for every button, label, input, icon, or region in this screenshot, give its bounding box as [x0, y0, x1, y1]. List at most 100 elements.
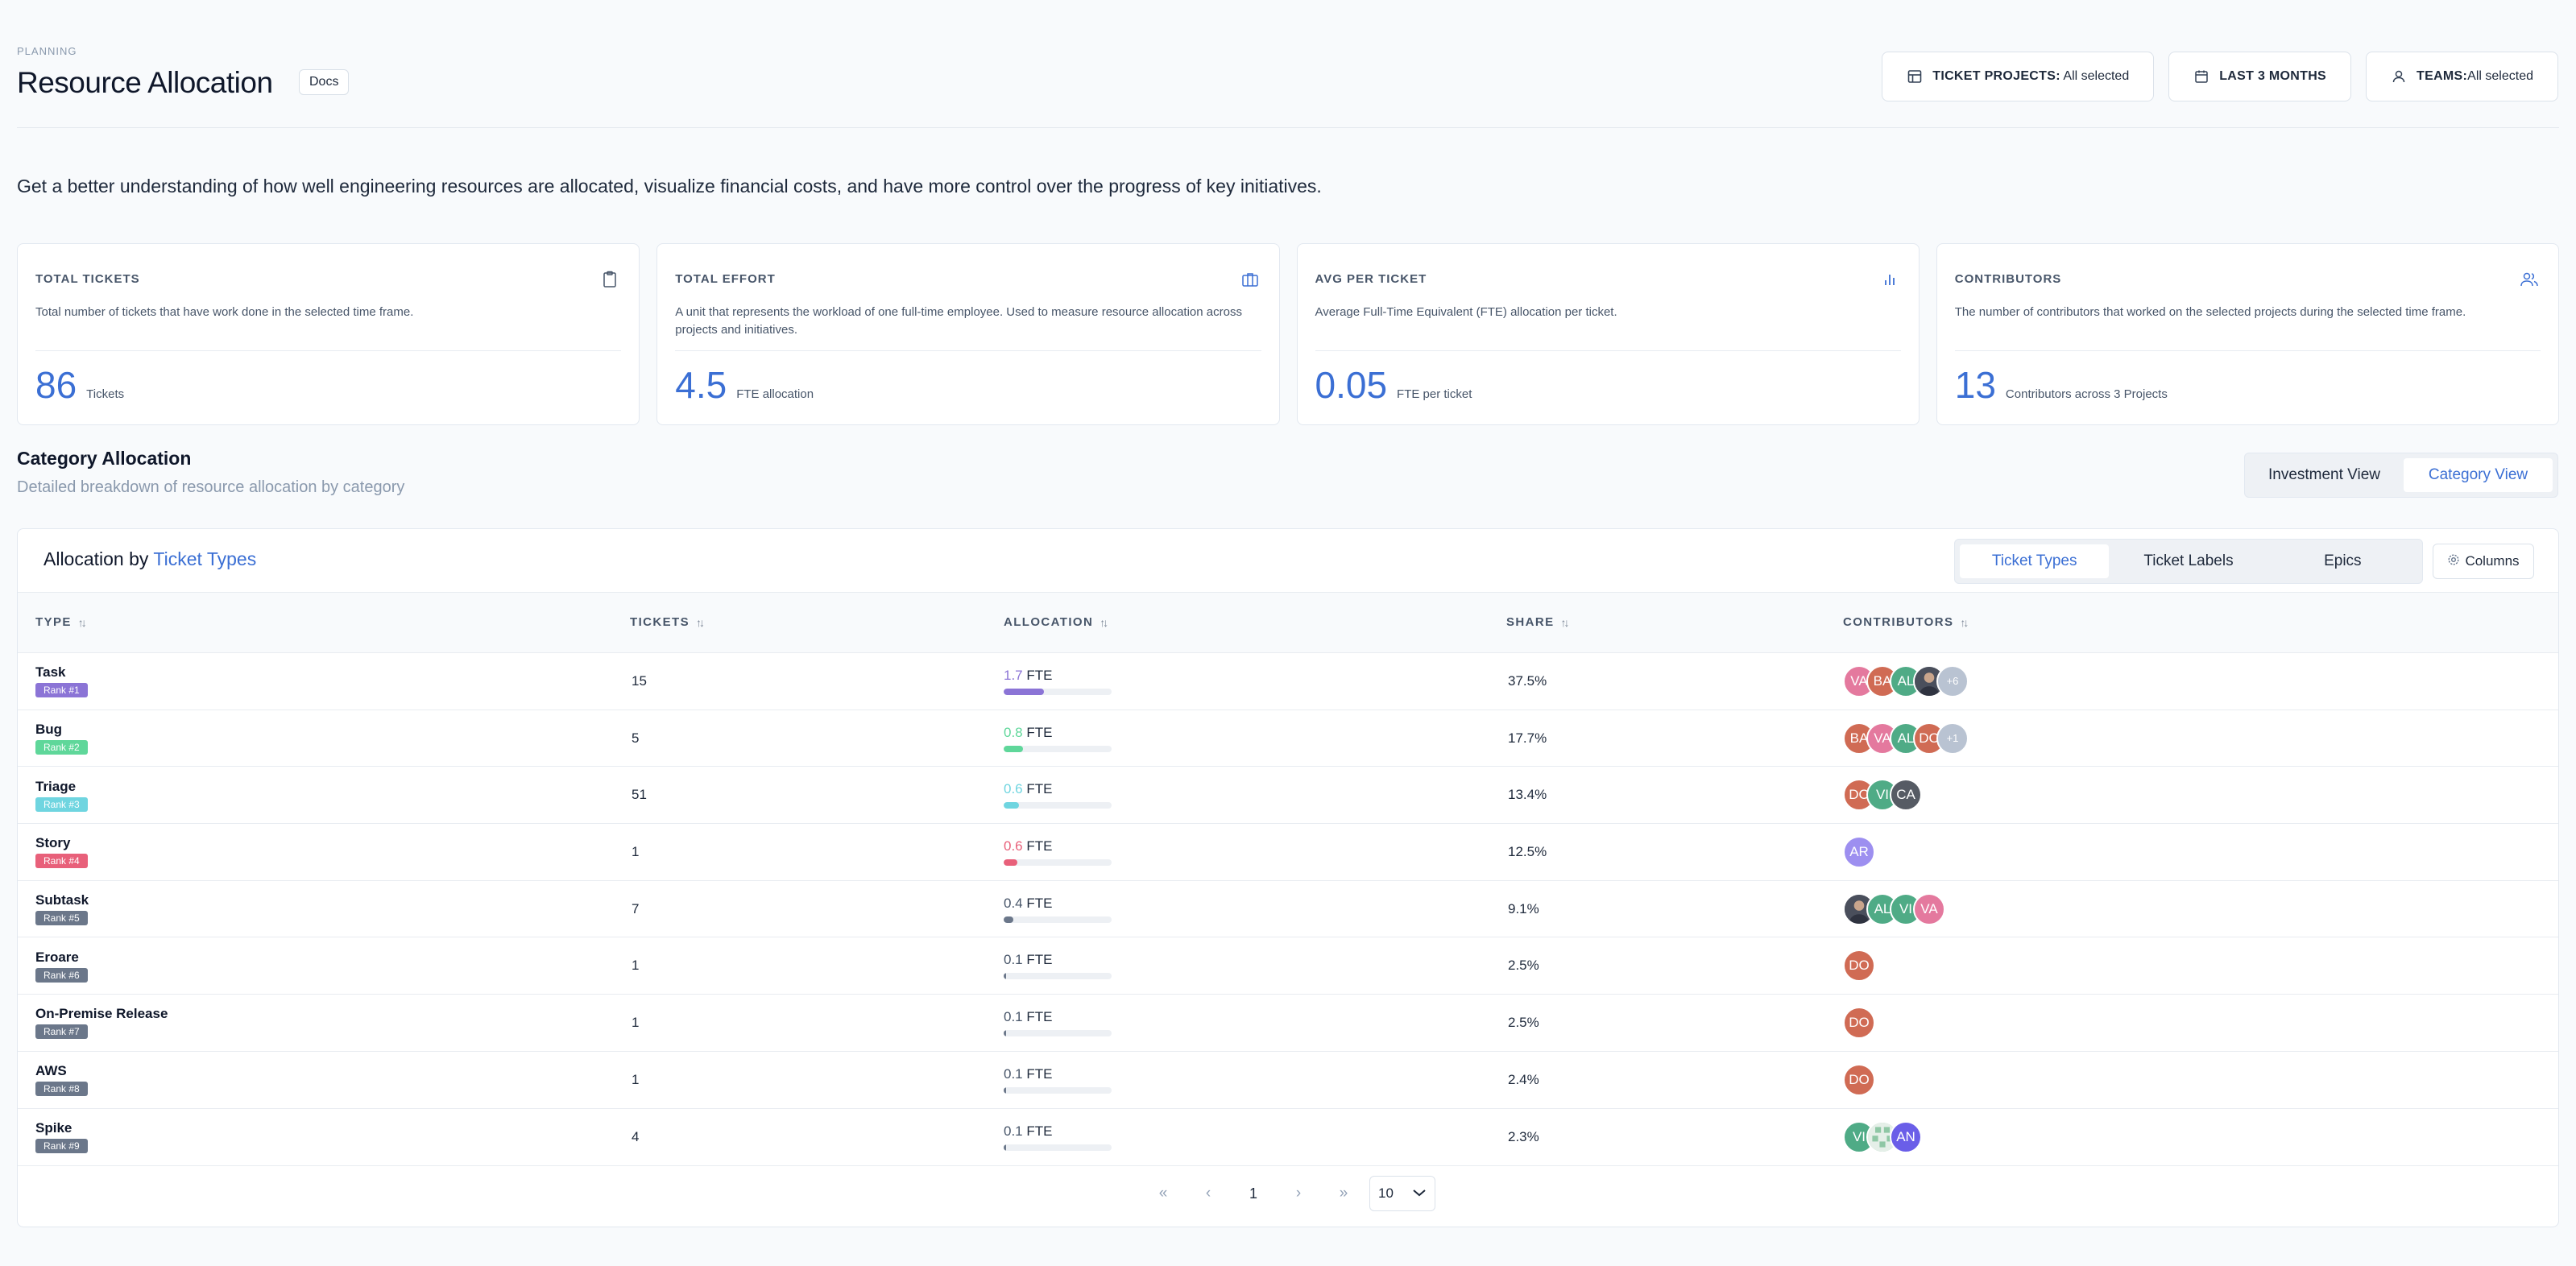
- gear-icon: [2447, 553, 2460, 570]
- page-title: Resource Allocation: [17, 66, 273, 99]
- share-cell: 9.1%: [1508, 900, 1539, 916]
- contributors-cell: DO VI CA: [1843, 767, 1922, 823]
- kpi-divider: [1315, 350, 1901, 351]
- table-header: TYPE ↑↓ TICKETS ↑↓ ALLOCATION ↑↓ SHARE ↑↓ CO…: [18, 592, 2558, 653]
- tab-ticket-types[interactable]: Ticket Types: [1960, 544, 2110, 578]
- allocation-cell: 0.1 FTE: [1004, 1109, 1112, 1166]
- allocation-bar: [1004, 1029, 1112, 1036]
- ticket-projects-filter[interactable]: TICKET PROJECTS: All selected: [1882, 52, 2155, 101]
- breadcrumb: PLANNING: [17, 45, 77, 57]
- fte-unit: FTE: [1026, 1123, 1053, 1139]
- avatar[interactable]: DO: [1843, 950, 1875, 983]
- teams-filter[interactable]: TEAMS:All selected: [2366, 52, 2558, 101]
- contributors-cell: DO: [1843, 1052, 1875, 1108]
- kpi-card-total-tickets: TOTAL TICKETS Total number of tickets th…: [17, 243, 640, 425]
- tab-ticket-labels[interactable]: Ticket Labels: [2143, 552, 2234, 569]
- tickets-cell: 1: [632, 958, 640, 974]
- contributors-cell: AR: [1843, 824, 1875, 880]
- table-row[interactable]: Story Rank #4 1 0.6 FTE 12.5% AR: [18, 824, 2558, 881]
- fte-value: 0.1: [1004, 1008, 1023, 1024]
- table-row[interactable]: Eroare Rank #6 1 0.1 FTE 2.5% DO: [18, 937, 2558, 995]
- tickets-cell: 1: [632, 1014, 640, 1030]
- avatar[interactable]: DO: [1843, 1006, 1875, 1039]
- allocation-bar: [1004, 688, 1112, 695]
- allocation-text: 1.7 FTE: [1004, 668, 1052, 684]
- table-icon: [1907, 68, 1923, 85]
- allocation-bar: [1004, 858, 1112, 866]
- fte-unit: FTE: [1026, 781, 1053, 797]
- kpi-label: AVG PER TICKET: [1315, 272, 1427, 286]
- column-header-contributors[interactable]: CONTRIBUTORS ↑↓: [1843, 615, 1969, 629]
- tickets-cell: 51: [632, 787, 647, 803]
- allocation-bar-fill: [1004, 1029, 1007, 1036]
- docs-button[interactable]: Docs: [299, 69, 350, 95]
- section-title: Category Allocation: [17, 448, 192, 469]
- sort-icon: ↑↓: [1560, 615, 1570, 629]
- first-page-button[interactable]: «: [1158, 1185, 1168, 1202]
- fte-value: 0.1: [1004, 952, 1023, 968]
- column-header-tickets[interactable]: TICKETS ↑↓: [630, 615, 705, 629]
- fte-value: 1.7: [1004, 667, 1023, 683]
- user-icon: [2391, 68, 2407, 85]
- kpi-value: 13: [1954, 364, 1996, 406]
- table-row[interactable]: Task Rank #1 15 1.7 FTE 37.5% VA BA AL +6: [18, 653, 2558, 710]
- table-row[interactable]: Triage Rank #3 51 0.6 FTE 13.4% DO VI CA: [18, 767, 2558, 825]
- type-name: Bug: [35, 722, 63, 738]
- teams-filter-key: TEAMS:: [2417, 69, 2468, 83]
- table-heading-prefix: Allocation by: [43, 548, 154, 569]
- column-header-allocation[interactable]: ALLOCATION ↑↓: [1004, 615, 1108, 629]
- ticket-projects-filter-value: All selected: [2060, 69, 2130, 83]
- type-name: Eroare: [35, 949, 79, 965]
- table-body: Task Rank #1 15 1.7 FTE 37.5% VA BA AL +6 Bug Rank…: [18, 653, 2558, 1165]
- kpi-description: The number of contributors that worked o…: [1954, 305, 2466, 319]
- type-cell: AWS Rank #8: [35, 1052, 88, 1108]
- table-row[interactable]: Spike Rank #9 4 0.1 FTE 2.3% VI AN: [18, 1109, 2558, 1166]
- tab-epics[interactable]: Epics: [2324, 552, 2362, 569]
- kpi-label: CONTRIBUTORS: [1954, 272, 2062, 286]
- page-size-select[interactable]: 10: [1369, 1176, 1435, 1211]
- users-icon: [2518, 268, 2541, 291]
- table-row[interactable]: Bug Rank #2 5 0.8 FTE 17.7% BA VA AL DO +1: [18, 710, 2558, 767]
- type-name: AWS: [35, 1063, 67, 1079]
- allocation-bar: [1004, 1086, 1112, 1094]
- allocation-bar-fill: [1004, 745, 1024, 752]
- type-cell: Task Rank #1: [35, 653, 88, 710]
- fte-value: 0.6: [1004, 838, 1023, 854]
- table-row[interactable]: On-Premise Release Rank #7 1 0.1 FTE 2.5% DO: [18, 995, 2558, 1052]
- column-header-share[interactable]: SHARE ↑↓: [1506, 615, 1570, 629]
- avatar[interactable]: DO: [1843, 1063, 1875, 1096]
- more-contributors-badge[interactable]: +6: [1936, 664, 1969, 697]
- pagination: « ‹ 1 › » 10: [18, 1165, 2558, 1211]
- more-contributors-badge[interactable]: +1: [1936, 722, 1969, 755]
- avatar[interactable]: AN: [1890, 1120, 1922, 1153]
- table-row[interactable]: AWS Rank #8 1 0.1 FTE 2.4% DO: [18, 1052, 2558, 1109]
- last-page-button[interactable]: »: [1339, 1185, 1348, 1202]
- fte-unit: FTE: [1026, 724, 1053, 740]
- allocation-text: 0.4 FTE: [1004, 896, 1052, 912]
- avatar[interactable]: AR: [1843, 835, 1875, 868]
- allocation-bar: [1004, 745, 1112, 752]
- tab-category-view[interactable]: Category View: [2404, 458, 2553, 492]
- columns-button[interactable]: Columns: [2433, 544, 2534, 579]
- rank-badge: Rank #5: [35, 911, 88, 926]
- table-row[interactable]: Subtask Rank #5 7 0.4 FTE 9.1% AL VI VA: [18, 881, 2558, 938]
- tab-investment-view[interactable]: Investment View: [2267, 466, 2381, 483]
- column-header-type[interactable]: TYPE ↑↓: [35, 615, 87, 629]
- previous-page-button[interactable]: ‹: [1205, 1185, 1211, 1202]
- column-header-label: TICKETS: [630, 615, 690, 629]
- type-name: Subtask: [35, 892, 89, 908]
- clipboard-icon: [598, 268, 621, 291]
- allocation-bar-fill: [1004, 916, 1014, 923]
- avatar[interactable]: VA: [1913, 892, 1945, 925]
- current-page[interactable]: 1: [1249, 1185, 1257, 1202]
- next-page-button[interactable]: ›: [1295, 1185, 1302, 1202]
- view-toggle: Investment View Category View: [2244, 453, 2558, 498]
- share-cell: 12.5%: [1508, 843, 1547, 859]
- briefcase-icon: [1239, 268, 1261, 291]
- share-cell: 17.7%: [1508, 730, 1547, 746]
- page-size-value: 10: [1378, 1185, 1394, 1201]
- avatar[interactable]: CA: [1890, 779, 1922, 812]
- time-range-filter[interactable]: LAST 3 MONTHS: [2168, 52, 2352, 101]
- fte-value: 0.6: [1004, 781, 1023, 797]
- allocation-cell: 0.1 FTE: [1004, 995, 1112, 1051]
